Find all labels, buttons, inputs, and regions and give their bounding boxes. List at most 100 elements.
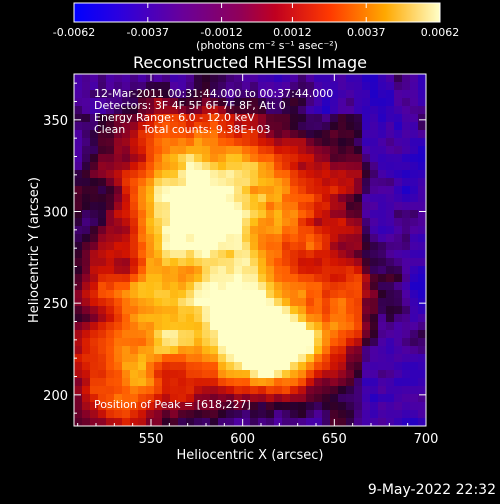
heatmap-cell [98, 154, 107, 163]
heatmap-cell [130, 242, 139, 251]
heatmap-cell [218, 378, 227, 387]
heatmap-cell [178, 370, 187, 379]
heatmap-cell [306, 114, 315, 123]
heatmap-cell [386, 242, 395, 251]
heatmap-cell [290, 346, 299, 355]
heatmap-cell [154, 362, 163, 371]
heatmap-cell [282, 370, 291, 379]
heatmap-cell [378, 258, 387, 267]
heatmap-cell [242, 402, 251, 411]
heatmap-cell [258, 74, 267, 83]
heatmap-cell [410, 250, 419, 259]
heatmap-cell [330, 250, 339, 259]
heatmap-cell [322, 338, 331, 347]
heatmap-cell [234, 186, 243, 195]
heatmap-cell [338, 170, 347, 179]
heatmap-cell [314, 282, 323, 291]
heatmap-cell [314, 98, 323, 107]
heatmap-cell [370, 186, 379, 195]
heatmap-cell [90, 98, 99, 107]
heatmap-cell [362, 234, 371, 243]
heatmap-cell [290, 418, 299, 426]
heatmap-cell [154, 122, 163, 131]
heatmap-cell [266, 250, 275, 259]
heatmap-cell [234, 210, 243, 219]
heatmap-cell [410, 186, 419, 195]
heatmap-cell [274, 330, 283, 339]
heatmap-cell [362, 322, 371, 331]
heatmap-cell [114, 362, 123, 371]
heatmap-cell [314, 346, 323, 355]
heatmap-cell [266, 242, 275, 251]
heatmap-cell [194, 338, 203, 347]
heatmap-cell [90, 314, 99, 323]
heatmap-cell [274, 346, 283, 355]
heatmap-cell [90, 210, 99, 219]
heatmap-cell [218, 154, 227, 163]
heatmap-cell [378, 218, 387, 227]
heatmap-cell [242, 226, 251, 235]
heatmap-cell [418, 178, 426, 187]
heatmap-cell [410, 258, 419, 267]
heatmap-cell [146, 282, 155, 291]
heatmap-cell [418, 386, 426, 395]
heatmap-cell [402, 170, 411, 179]
heatmap-cell [410, 218, 419, 227]
x-tick-label: 550 [139, 432, 164, 447]
heatmap-cell [98, 338, 107, 347]
heatmap-cell [82, 106, 91, 115]
heatmap-cell [122, 74, 131, 83]
heatmap-cell [210, 82, 219, 91]
heatmap-cell [122, 82, 131, 91]
heatmap-cell [234, 346, 243, 355]
heatmap-cell [370, 258, 379, 267]
heatmap-cell [298, 314, 307, 323]
heatmap-cell [106, 234, 115, 243]
heatmap-cell [290, 210, 299, 219]
heatmap-cell [402, 282, 411, 291]
heatmap-cell [226, 338, 235, 347]
heatmap-cell [210, 266, 219, 275]
heatmap-cell [354, 306, 363, 315]
heatmap-cell [346, 338, 355, 347]
heatmap-cell [122, 210, 131, 219]
heatmap-cell [370, 98, 379, 107]
heatmap-cell [114, 210, 123, 219]
heatmap-cell [386, 338, 395, 347]
heatmap-cell [146, 242, 155, 251]
heatmap-cell [258, 410, 267, 419]
heatmap-cell [114, 242, 123, 251]
heatmap-cell [194, 290, 203, 299]
heatmap-cell [122, 242, 131, 251]
heatmap-cell [322, 114, 331, 123]
heatmap-cell [298, 386, 307, 395]
heatmap-cell [90, 114, 99, 123]
heatmap-cell [210, 130, 219, 139]
heatmap-cell [202, 202, 211, 211]
heatmap-cell [282, 218, 291, 227]
heatmap-cell [298, 226, 307, 235]
heatmap-cell [122, 226, 131, 235]
heatmap-cell [330, 154, 339, 163]
heatmap-cell [258, 386, 267, 395]
heatmap-cell [274, 370, 283, 379]
heatmap-cell [394, 298, 403, 307]
heatmap-cell [410, 322, 419, 331]
heatmap-cell [314, 250, 323, 259]
heatmap-cell [210, 386, 219, 395]
heatmap-cell [386, 170, 395, 179]
heatmap-cell [90, 290, 99, 299]
heatmap-cell [186, 82, 195, 91]
heatmap-cell [330, 298, 339, 307]
heatmap-cell [98, 362, 107, 371]
heatmap-cell [322, 90, 331, 99]
heatmap-cell [370, 114, 379, 123]
heatmap-cell [106, 258, 115, 267]
heatmap-cell [362, 218, 371, 227]
heatmap-cell [162, 138, 171, 147]
heatmap-cell [266, 146, 275, 155]
heatmap-cell [90, 138, 99, 147]
heatmap-cell [226, 394, 235, 403]
heatmap-cell [218, 330, 227, 339]
heatmap-cell [194, 266, 203, 275]
